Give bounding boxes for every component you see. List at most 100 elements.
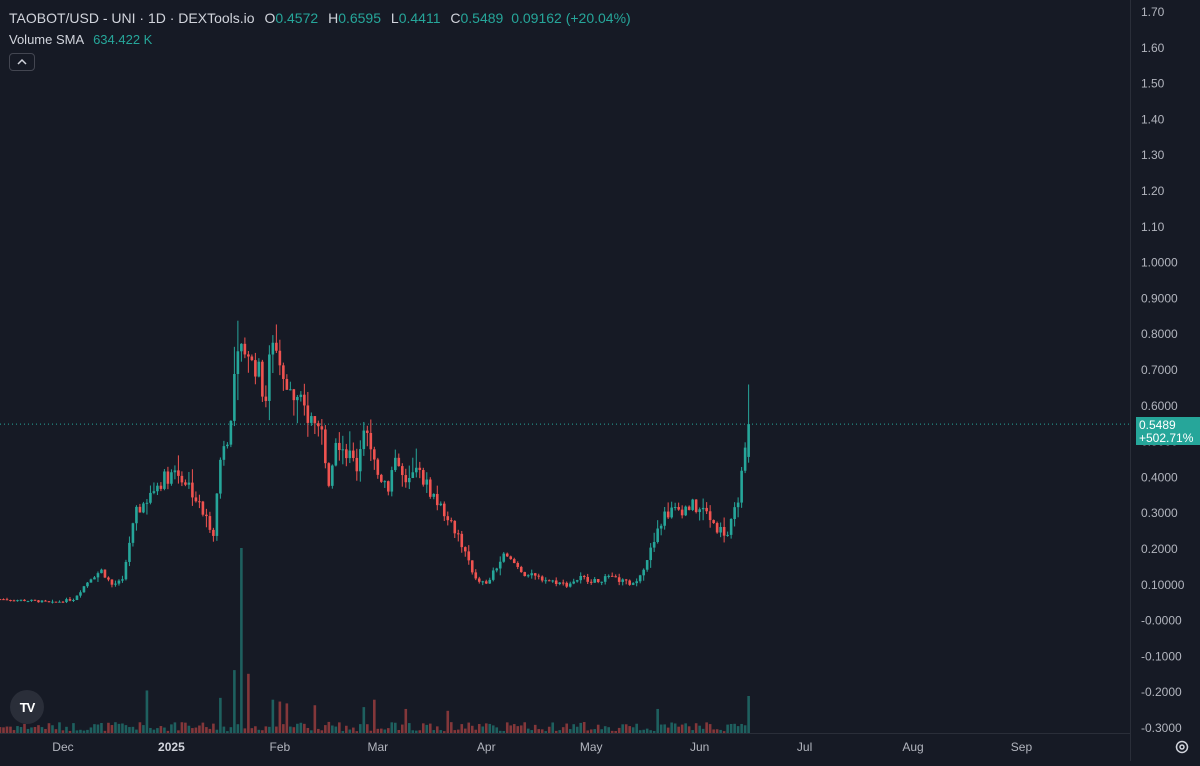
volume-bar [509, 725, 513, 733]
volume-bar [376, 728, 380, 733]
candle-body [96, 573, 100, 578]
volume-bar [299, 722, 303, 733]
candle-body [268, 354, 271, 401]
tradingview-logo[interactable]: TV [10, 690, 44, 724]
volume-bar [303, 723, 306, 733]
candle-body [666, 511, 670, 518]
volume-bar [156, 728, 159, 733]
volume-bar [673, 723, 677, 733]
volume-bar [575, 726, 579, 733]
candle-body [701, 507, 705, 510]
candle-body [519, 566, 523, 573]
candle-body [205, 514, 208, 517]
volume-bar [568, 729, 572, 733]
candle-body [128, 542, 131, 562]
volume-bar [380, 728, 383, 733]
candle-body [23, 599, 26, 602]
candle-body [670, 507, 673, 518]
candle-body [596, 579, 600, 583]
volume-bar [404, 708, 408, 733]
volume-legend[interactable]: Volume SMA 634.422 K [9, 32, 152, 47]
volume-bar [600, 729, 603, 733]
candle-body [446, 516, 450, 521]
candle-body [680, 509, 684, 516]
symbol-title[interactable]: TAOBOT/USD - UNI · 1D · DEXTools.io [9, 10, 255, 26]
volume-bar [324, 725, 327, 733]
volume-bar [442, 731, 446, 733]
candle-body [243, 343, 247, 355]
volume-bar [345, 725, 348, 733]
volume-bar [519, 725, 523, 733]
volume-bar [142, 725, 145, 733]
volume-bar [407, 723, 411, 733]
volume-bar [645, 728, 649, 733]
candle-body [37, 600, 40, 603]
volume-bar [128, 727, 131, 733]
volume-sma-label: Volume SMA [9, 32, 84, 47]
chart-settings-button[interactable] [1170, 736, 1194, 758]
volume-bar [187, 725, 191, 733]
last-price-tag: 0.5489 +502.71% [1136, 417, 1200, 445]
change-value: 0.09162 (+20.04%) [511, 10, 631, 26]
volume-bar [93, 724, 96, 733]
volume-bar [138, 722, 142, 733]
candle-body [397, 457, 401, 467]
candle-body [373, 449, 376, 460]
candle-body [607, 575, 610, 577]
candle-body [44, 600, 47, 602]
volume-bar [533, 724, 537, 733]
candle-body [477, 578, 481, 582]
candle-body [652, 541, 656, 548]
candle-body [2, 599, 5, 601]
candle-body [152, 491, 156, 493]
candle-body [292, 389, 296, 401]
volume-bar [551, 722, 555, 733]
volume-bar [540, 729, 544, 733]
candle-body [306, 405, 310, 423]
volume-bar [152, 729, 156, 733]
volume-bar [726, 724, 729, 733]
candle-body [656, 528, 659, 542]
volume-bar [86, 729, 89, 733]
volume-bar [687, 726, 691, 733]
candle-body [712, 520, 715, 524]
candle-body [642, 569, 645, 576]
volume-sma-value: 634.422 K [93, 32, 153, 47]
volume-bar [121, 723, 124, 733]
candle-body [184, 482, 187, 485]
volume-bar [565, 723, 569, 733]
volume-bar [680, 724, 684, 733]
candle-body [694, 499, 698, 513]
price-axis: 1.70 1.60 1.50 1.40 1.30 1.20 1.10 1.0000 0.9000… [1141, 5, 1185, 735]
volume-bar [670, 722, 673, 733]
candle-body [407, 477, 411, 483]
volume-bar [117, 723, 121, 733]
volume-bar [37, 725, 40, 733]
candle-body [317, 423, 320, 427]
collapse-legend-button[interactable] [9, 53, 35, 71]
candle-body [561, 582, 565, 584]
candle-body [166, 471, 170, 484]
candle-body [456, 533, 460, 535]
price-tick-label: 0.8000 [1141, 327, 1178, 341]
volume-bar [271, 699, 275, 733]
volume-bar [628, 726, 631, 733]
candle-body [226, 444, 229, 447]
volume-bar [561, 727, 565, 733]
candle-body [376, 459, 380, 475]
candle-body [540, 576, 544, 581]
volume-bar [247, 673, 250, 733]
volume-bar [373, 699, 376, 733]
time-tick-label: Aug [902, 740, 923, 754]
candle-body [201, 501, 205, 515]
candle-body [449, 520, 453, 522]
candle-body [19, 599, 23, 601]
candle-body [72, 600, 75, 602]
volume-bar [484, 723, 488, 733]
volume-bar [341, 731, 345, 733]
volume-bar [414, 730, 418, 733]
volume-bar [19, 727, 23, 733]
candle-body [621, 579, 624, 582]
candle-body [414, 467, 418, 473]
